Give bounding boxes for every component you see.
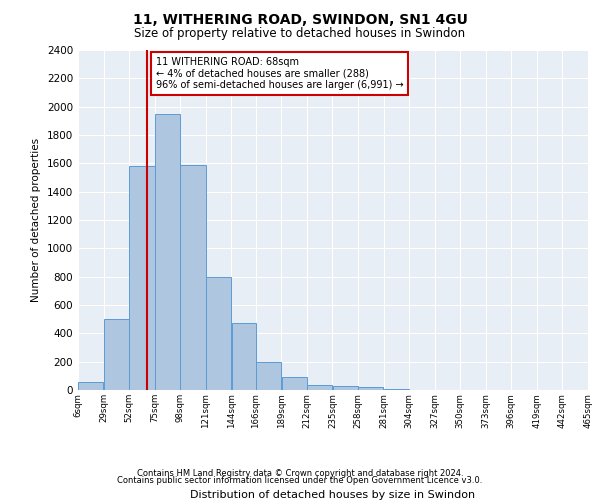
- Text: 11 WITHERING ROAD: 68sqm
← 4% of detached houses are smaller (288)
96% of semi-d: 11 WITHERING ROAD: 68sqm ← 4% of detache…: [156, 57, 403, 90]
- Bar: [256, 362, 281, 390]
- Bar: [78, 382, 103, 390]
- Bar: [358, 387, 383, 390]
- Bar: [181, 165, 206, 390]
- Bar: [232, 322, 256, 390]
- Text: 11, WITHERING ROAD, SWINDON, SN1 4GU: 11, WITHERING ROAD, SWINDON, SN1 4GU: [133, 12, 467, 26]
- Text: Contains public sector information licensed under the Open Government Licence v3: Contains public sector information licen…: [118, 476, 482, 485]
- Text: Contains HM Land Registry data © Crown copyright and database right 2024.: Contains HM Land Registry data © Crown c…: [137, 468, 463, 477]
- Bar: [206, 276, 231, 390]
- Bar: [332, 386, 358, 390]
- Bar: [129, 166, 155, 390]
- Text: Size of property relative to detached houses in Swindon: Size of property relative to detached ho…: [134, 28, 466, 40]
- Y-axis label: Number of detached properties: Number of detached properties: [31, 138, 41, 302]
- Bar: [307, 385, 332, 390]
- Bar: [104, 319, 129, 390]
- Bar: [155, 114, 180, 390]
- X-axis label: Distribution of detached houses by size in Swindon: Distribution of detached houses by size …: [190, 490, 476, 500]
- Bar: [281, 377, 307, 390]
